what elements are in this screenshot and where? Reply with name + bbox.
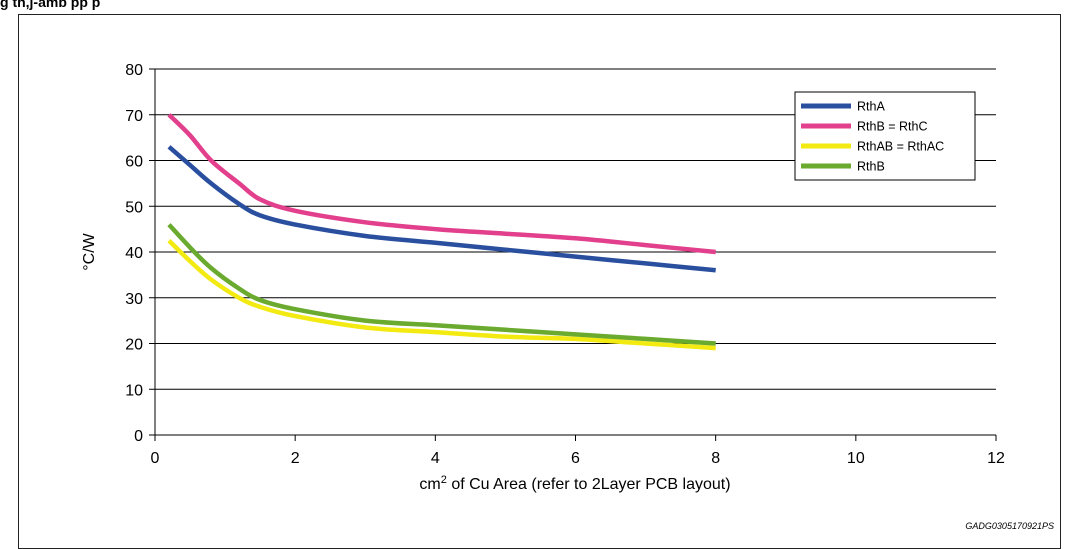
y-tick-label: 20 (125, 337, 143, 354)
legend: RthA RthB = RthC RthAB = RthAC RthB (794, 91, 976, 181)
legend-label: RthA (857, 100, 885, 114)
y-axis-label: °C/W (81, 232, 98, 270)
x-tick-label: 0 (151, 450, 160, 467)
x-tick-label: 10 (847, 450, 865, 467)
y-tick-label: 80 (125, 62, 143, 79)
x-tick-label: 8 (711, 450, 720, 467)
x-tick-label: 4 (431, 450, 440, 467)
y-tick-label: 40 (125, 245, 143, 262)
y-tick-label: 30 (125, 291, 143, 308)
legend-label: RthB = RthC (857, 120, 928, 134)
series-line-3 (167, 238, 716, 351)
x-tick-label: 6 (571, 450, 580, 467)
series-line-1 (167, 145, 716, 273)
y-tick-label: 50 (125, 199, 143, 216)
figure-title: g th,j-amb pp p (0, 0, 101, 10)
legend-label: RthB (857, 160, 885, 174)
y-tick-label: 70 (125, 108, 143, 125)
series-lines (167, 113, 716, 351)
legend-label: RthAB = RthAC (857, 140, 944, 154)
x-tick-labels: 0 2 4 6 8 10 12 (151, 450, 1005, 467)
y-tick-label: 10 (125, 382, 143, 399)
x-tick-label: 12 (987, 450, 1005, 467)
y-tick-label: 60 (125, 154, 143, 171)
x-axis-label: cm2 of Cu Area (refer to 2Layer PCB layo… (419, 474, 730, 493)
series-line-4 (167, 223, 716, 346)
x-tick-label: 2 (291, 450, 300, 467)
series-line-2 (167, 113, 716, 255)
y-tick-labels: 0 10 20 30 40 50 60 70 80 (125, 62, 143, 445)
figure-id: GADG0305170921PS (965, 521, 1054, 531)
axes (149, 68, 997, 441)
y-tick-label: 0 (134, 428, 143, 445)
